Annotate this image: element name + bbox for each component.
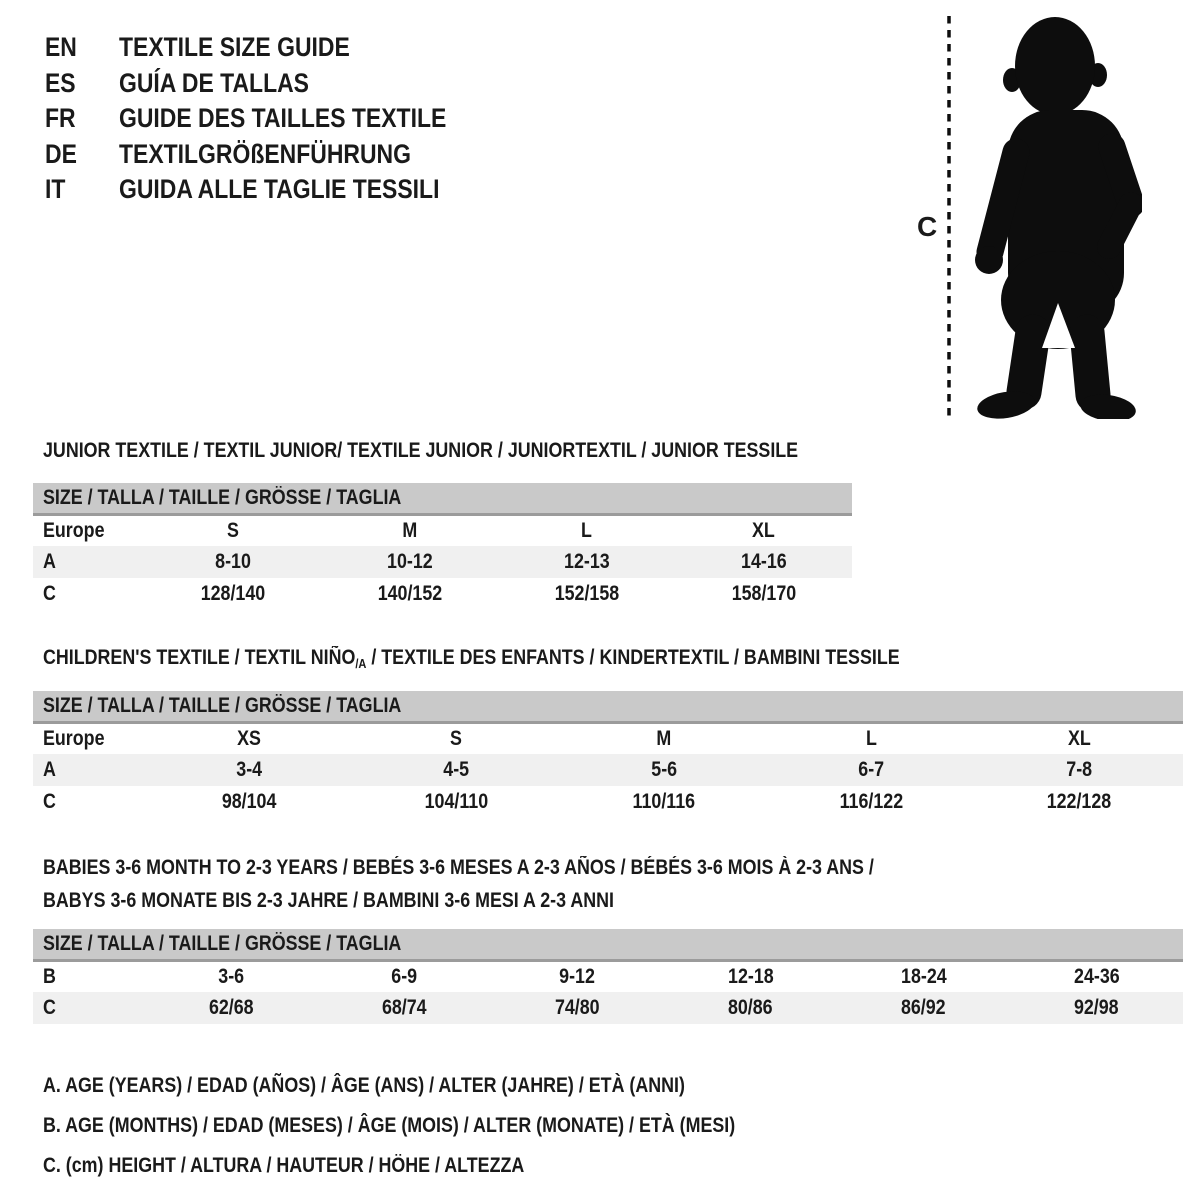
row-label: C [43, 996, 56, 1019]
cell-value: 98/104 [221, 790, 277, 813]
guide-title-es: GUÍA DE TALLAS [119, 67, 309, 98]
guide-title-de: TEXTILGRÖßENFÜHRUNG [119, 138, 411, 169]
size-col: M [402, 518, 418, 542]
cell-value: 140/152 [377, 582, 443, 605]
cell-value: 104/110 [424, 790, 489, 813]
cell-value: 6-7 [858, 758, 885, 781]
height-measure-dashed-line [947, 16, 951, 418]
size-columns-row: Europe XS S M L XL [33, 722, 1183, 754]
children-heading-after: / TEXTILE DES ENFANTS / KINDERTEXTIL / B… [366, 646, 900, 669]
children-heading-before: CHILDREN'S TEXTILE / TEXTIL NIÑO [43, 646, 356, 669]
cell-value: 116/122 [839, 790, 904, 813]
measurement-legend: A. AGE (YEARS) / EDAD (AÑOS) / ÂGE (ANS)… [43, 1066, 857, 1186]
size-col: XS [236, 726, 261, 750]
table-row-height: C 128/140 140/152 152/158 158/170 [33, 578, 852, 610]
cell-value: 80/86 [728, 996, 773, 1019]
babies-size-table: SIZE / TALLA / TAILLE / GRÖSSE / TAGLIA … [33, 929, 1183, 1024]
cell-value: 5-6 [651, 758, 677, 781]
legend-line-a: A. AGE (YEARS) / EDAD (AÑOS) / ÂGE (ANS)… [43, 1074, 685, 1097]
cell-value: 14-16 [740, 550, 787, 573]
size-header-row: SIZE / TALLA / TAILLE / GRÖSSE / TAGLIA [33, 483, 852, 516]
size-header-label: SIZE / TALLA / TAILLE / GRÖSSE / TAGLIA [43, 931, 402, 955]
babies-section-heading: BABIES 3-6 MONTH TO 2-3 YEARS / BEBÉS 3-… [43, 851, 1021, 917]
size-columns-row: Europe S M L XL [33, 514, 852, 546]
cell-value: 92/98 [1074, 996, 1119, 1019]
junior-heading-text: JUNIOR TEXTILE / TEXTIL JUNIOR/ TEXTILE … [43, 439, 799, 462]
height-measure-figure: C [895, 8, 1155, 428]
size-header-row: SIZE / TALLA / TAILLE / GRÖSSE / TAGLIA [33, 691, 1183, 724]
region-label: Europe [43, 726, 105, 750]
row-label: B [43, 964, 56, 988]
language-code: DE [45, 138, 77, 169]
row-label: C [43, 582, 56, 605]
cell-value: 9-12 [559, 964, 596, 988]
children-size-table: SIZE / TALLA / TAILLE / GRÖSSE / TAGLIA … [33, 691, 1183, 818]
language-title-list: EN TEXTILE SIZE GUIDE ES GUÍA DE TALLAS … [45, 30, 504, 208]
children-section-heading: CHILDREN'S TEXTILE / TEXTIL NIÑO/A / TEX… [43, 641, 1051, 676]
size-col: XL [1067, 726, 1091, 750]
table-row-age: A 8-10 10-12 12-13 14-16 [33, 546, 852, 578]
size-header-label: SIZE / TALLA / TAILLE / GRÖSSE / TAGLIA [43, 693, 402, 717]
size-col: L [581, 518, 593, 542]
cell-value: 4-5 [443, 758, 470, 781]
row-label: A [43, 550, 56, 573]
babies-heading-line2: BABYS 3-6 MONATE BIS 2-3 JAHRE / BAMBINI… [43, 889, 614, 912]
cell-value: 10-12 [387, 550, 433, 573]
cell-value: 152/158 [554, 582, 620, 605]
size-col: XL [752, 518, 776, 542]
cell-value: 68/74 [382, 996, 427, 1019]
cell-value: 12-13 [564, 550, 610, 573]
language-row-es: ES GUÍA DE TALLAS [45, 66, 504, 102]
language-row-it: IT GUIDA ALLE TAGLIE TESSILI [45, 172, 504, 208]
cell-value: 158/170 [731, 582, 796, 605]
language-row-de: DE TEXTILGRÖßENFÜHRUNG [45, 137, 504, 173]
guide-title-it: GUIDA ALLE TAGLIE TESSILI [119, 174, 440, 204]
babies-heading-line1: BABIES 3-6 MONTH TO 2-3 YEARS / BEBÉS 3-… [43, 856, 874, 879]
size-col: S [227, 518, 240, 542]
guide-title-fr: GUIDE DES TAILLES TEXTILE [119, 103, 447, 133]
language-code: IT [45, 174, 66, 204]
language-code: ES [45, 67, 76, 98]
cell-value: 110/116 [632, 790, 696, 813]
size-col: S [450, 726, 463, 750]
junior-section-heading: JUNIOR TEXTILE / TEXTIL JUNIOR/ TEXTILE … [43, 434, 931, 467]
height-measure-label: C [917, 211, 938, 242]
language-code: EN [45, 32, 77, 62]
language-code: FR [45, 103, 76, 133]
guide-title-en: TEXTILE SIZE GUIDE [119, 32, 350, 62]
legend-line-b: B. AGE (MONTHS) / EDAD (MESES) / ÂGE (MO… [43, 1114, 736, 1137]
table-row-age: A 3-4 4-5 5-6 6-7 7-8 [33, 754, 1183, 786]
table-row-height: C 62/68 68/74 74/80 80/86 86/92 92/98 [33, 992, 1183, 1024]
children-heading-sub: /A [355, 656, 367, 671]
cell-value: 74/80 [555, 996, 600, 1019]
cell-value: 3-4 [235, 758, 262, 781]
cell-value: 18-24 [900, 964, 947, 988]
language-row-en: EN TEXTILE SIZE GUIDE [45, 30, 504, 66]
row-label: C [43, 790, 56, 813]
size-col: L [866, 726, 878, 750]
children-heading-text: CHILDREN'S TEXTILE / TEXTIL NIÑO/A / TEX… [43, 641, 900, 676]
cell-value: 24-36 [1073, 964, 1120, 988]
junior-size-table: SIZE / TALLA / TAILLE / GRÖSSE / TAGLIA … [33, 483, 852, 610]
legend-line-c: C. (cm) HEIGHT / ALTURA / HAUTEUR / HÖHE… [43, 1154, 525, 1177]
row-label: A [43, 758, 56, 781]
cell-value: 7-8 [1066, 758, 1093, 781]
language-row-fr: FR GUIDE DES TAILLES TEXTILE [45, 101, 504, 137]
table-row-months: B 3-6 6-9 9-12 12-18 18-24 24-36 [33, 960, 1183, 992]
cell-value: 128/140 [201, 582, 266, 605]
cell-value: 86/92 [901, 996, 946, 1019]
cell-value: 8-10 [215, 550, 252, 573]
size-header-label: SIZE / TALLA / TAILLE / GRÖSSE / TAGLIA [43, 485, 402, 509]
cell-value: 122/128 [1046, 790, 1112, 813]
cell-value: 3-6 [218, 964, 245, 988]
table-row-height: C 98/104 104/110 110/116 116/122 122/128 [33, 786, 1183, 818]
size-header-row: SIZE / TALLA / TAILLE / GRÖSSE / TAGLIA [33, 929, 1183, 962]
cell-value: 12-18 [727, 964, 774, 988]
toddler-silhouette-icon [975, 17, 1142, 419]
region-label: Europe [43, 518, 105, 542]
cell-value: 6-9 [391, 964, 418, 988]
cell-value: 62/68 [209, 996, 254, 1019]
size-col: M [656, 726, 672, 750]
